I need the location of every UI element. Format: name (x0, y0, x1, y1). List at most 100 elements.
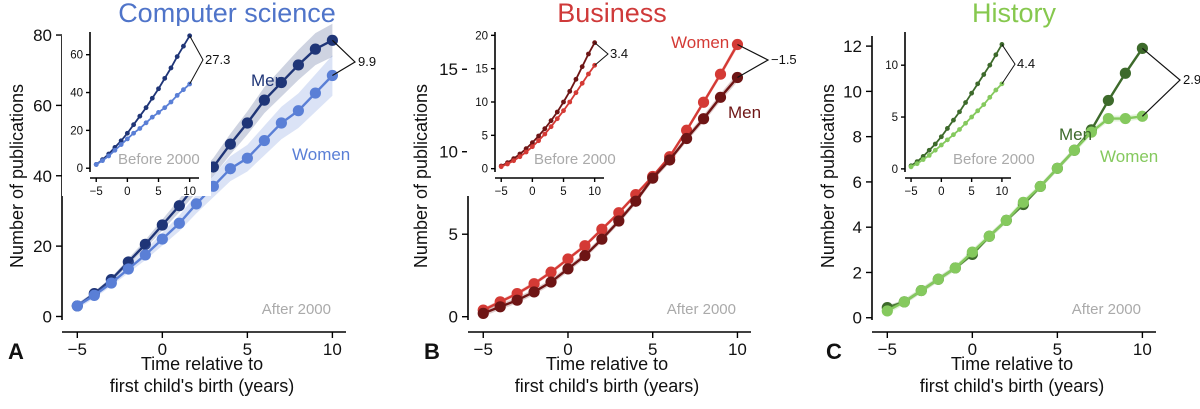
data-point (1119, 112, 1131, 125)
series-label-women: Women (1100, 147, 1158, 166)
inset-data-point (586, 51, 591, 57)
inset-data-point (542, 131, 548, 137)
inset-data-point (920, 157, 926, 162)
data-point (1034, 180, 1046, 193)
data-point (949, 262, 961, 274)
inset-x-tick-label: −5 (904, 186, 917, 198)
y-tick-label: 12 (843, 37, 862, 56)
y-tick-label: 60 (33, 96, 52, 115)
data-point (241, 152, 253, 164)
x-axis-title-line2: first child's birth (years) (110, 376, 294, 396)
confidence-band (887, 113, 1143, 314)
y-axis-title: Number of publications (818, 84, 838, 268)
inset-background (877, 26, 1023, 196)
y-tick-label: 10 (439, 143, 458, 162)
x-tick-label: 5 (243, 340, 252, 359)
inset-data-point (908, 164, 914, 170)
data-point (630, 195, 642, 207)
data-point (71, 300, 83, 312)
y-tick-label: 6 (853, 173, 862, 192)
inset-data-point (914, 161, 920, 167)
inset-data-point (554, 116, 560, 122)
inset-y-tick-label: 0 (77, 163, 83, 175)
y-tick-label: 80 (33, 26, 52, 45)
y-tick-label: 8 (853, 128, 862, 147)
inset-data-point (168, 65, 174, 71)
inset-data-point (586, 71, 591, 77)
x-axis-title-line1: Time relative to (951, 354, 1073, 374)
series-line (886, 115, 1143, 313)
data-point (139, 249, 151, 261)
y-axis-title: Number of publications (411, 84, 431, 268)
data-point (881, 305, 893, 317)
inset-y-tick-label: 40 (70, 88, 83, 100)
inset-y-tick-label: 0 (482, 164, 488, 176)
data-point (122, 263, 134, 275)
inset-x-tick-label: 5 (560, 186, 566, 198)
y-tick-label: 0 (449, 308, 458, 327)
series-label-women: Women (671, 33, 729, 52)
inset-data-point (567, 88, 573, 94)
data-point (88, 289, 100, 301)
inset-data-point (511, 158, 517, 164)
inset-period-label: Before 2000 (534, 151, 616, 168)
inset-data-point (573, 76, 579, 82)
inset-data-point (523, 149, 529, 155)
data-point (1017, 196, 1029, 208)
y-tick-label: 4 (853, 218, 862, 237)
period-label: After 2000 (262, 301, 331, 318)
panel-title: History (972, 0, 1057, 28)
inset-series-line (500, 42, 596, 167)
inset-series-women (908, 81, 1005, 170)
x-tick-label: 0 (563, 340, 572, 359)
data-point (528, 278, 540, 290)
inset-data-point (181, 87, 186, 93)
x-tick-label: 0 (968, 340, 977, 359)
x-tick-label: −5 (68, 340, 87, 359)
inset-series-line (910, 83, 1003, 168)
data-point (309, 43, 321, 55)
inset-data-point (131, 122, 137, 128)
inset-x-tick-label: 0 (938, 186, 944, 198)
inset-data-point (938, 142, 944, 148)
inset-x-tick-label: 5 (968, 186, 974, 198)
inset-data-point (975, 81, 981, 87)
y-axis-title: Number of publications (7, 84, 27, 268)
gap-label: −1.5 (771, 52, 797, 67)
data-point (139, 238, 151, 250)
data-point (190, 198, 202, 210)
inset-data-point (156, 110, 161, 115)
inset-y-tick-label: 60 (70, 50, 83, 62)
inset-data-point (118, 138, 124, 144)
data-point (528, 286, 540, 298)
inset-data-point (149, 95, 155, 101)
y-tick-label: 0 (43, 307, 52, 326)
inset-x-tick-label: 0 (529, 186, 535, 198)
inset-data-point (156, 86, 161, 92)
inset-data-point (124, 136, 130, 142)
gap-label: 2.9 (1183, 72, 1200, 87)
inset-series-line (910, 43, 1003, 167)
data-point (562, 253, 574, 265)
inset-data-point (993, 87, 999, 93)
x-tick-label: 10 (1133, 340, 1152, 359)
data-point (494, 301, 506, 313)
data-point (224, 163, 236, 175)
inset-series-women (498, 62, 598, 170)
inset-data-point (951, 117, 956, 123)
inset-data-point (106, 153, 112, 159)
inset-gap-label: 3.4 (610, 46, 628, 61)
inset-data-point (505, 161, 510, 167)
inset-data-point (93, 162, 99, 167)
inset-data-point (124, 130, 130, 136)
inset-data-point (542, 126, 548, 132)
inset-chart: 0 5 10 −5 0 5 10 4.4 Before 2000 (877, 26, 1035, 198)
x-tick-label: 10 (728, 340, 747, 359)
x-axis-title-line1: Time relative to (141, 354, 263, 374)
inset-y-tick-label: 15 (475, 64, 488, 76)
x-axis-title-line1: Time relative to (546, 354, 668, 374)
x-tick-label: 0 (158, 340, 167, 359)
